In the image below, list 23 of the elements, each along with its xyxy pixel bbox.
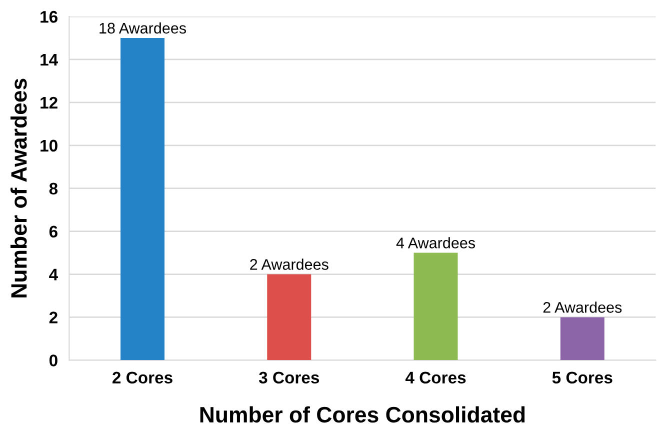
x-tick-label: 4 Cores (405, 372, 466, 384)
y-tick-label: 12 (40, 96, 58, 108)
x-axis-title: Number of Cores Consolidated (200, 406, 525, 423)
y-tick-label: 4 (49, 268, 58, 280)
annotation: 2 Awardees (543, 302, 622, 313)
y-tick-label: 10 (40, 140, 58, 152)
annotation: 2 Awardees (250, 258, 328, 270)
y-tick-label: 6 (49, 226, 58, 238)
y-tick-label: 16 (40, 10, 58, 23)
x-tick-label: 2 Cores (112, 372, 172, 384)
y-tick-label: 14 (40, 54, 58, 66)
y-tick-label: 0 (49, 354, 58, 366)
bar (267, 274, 312, 360)
y-axis-title: Number of Awardees (10, 78, 27, 298)
bar (120, 38, 165, 360)
y-tick-label: 8 (49, 182, 58, 195)
annotation: 4 Awardees (396, 237, 475, 248)
annotation: 18 Awardees (100, 22, 186, 34)
y-tick-label: 2 (49, 312, 58, 324)
x-tick-label: 3 Cores (258, 372, 320, 384)
bar (414, 252, 458, 360)
bar (560, 317, 604, 360)
x-tick-label: 5 Cores (552, 372, 612, 384)
